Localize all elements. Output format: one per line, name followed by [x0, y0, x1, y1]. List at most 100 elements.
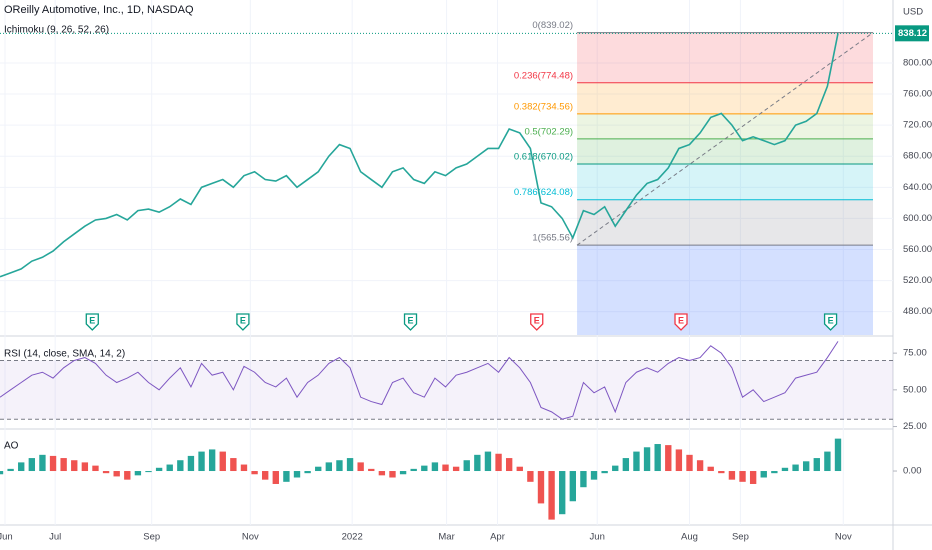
- ao-bar: [654, 444, 661, 472]
- ao-bar: [559, 471, 566, 515]
- fib-band: [577, 163, 874, 200]
- earnings-marker: [674, 313, 688, 331]
- ao-bar: [378, 471, 386, 476]
- ao-bar: [113, 471, 120, 477]
- x-tick-label: Nov: [835, 532, 852, 543]
- earnings-marker: [530, 313, 544, 331]
- ao-bar: [49, 455, 57, 472]
- earnings-marker: [236, 313, 250, 331]
- fib-label: 1(565.56): [532, 233, 573, 244]
- earnings-label: E: [828, 315, 834, 325]
- ao-bar: [145, 471, 152, 473]
- ao-bar: [824, 451, 831, 472]
- ao-bar: [39, 454, 46, 472]
- x-tick-label: Jul: [49, 532, 61, 543]
- ao-bar: [580, 471, 587, 488]
- ao-bar: [516, 466, 523, 472]
- x-tick-label: Jun: [590, 532, 605, 543]
- ao-bar: [760, 471, 767, 478]
- earnings-marker: [85, 313, 99, 331]
- ao-bar: [293, 471, 301, 478]
- x-tick-label: Nov: [242, 532, 259, 543]
- ao-bar: [802, 461, 810, 472]
- fib-label: 0.5(702.29): [524, 126, 573, 137]
- currency-label: USD: [903, 7, 923, 18]
- ao-bar: [749, 471, 757, 484]
- ao-bar: [463, 460, 470, 472]
- ao-bar: [718, 471, 725, 474]
- ao-bar: [304, 471, 311, 474]
- ao-bar: [124, 471, 131, 480]
- ao-bar: [792, 464, 799, 472]
- fib-label: 0.786(624.08): [514, 187, 573, 198]
- fib-band: [577, 245, 874, 335]
- ao-bar: [336, 460, 343, 472]
- ao-bar: [368, 468, 375, 472]
- ao-bar: [102, 471, 110, 474]
- ao-bar: [28, 458, 36, 472]
- ao-bar: [505, 458, 513, 472]
- ao-bar: [166, 464, 173, 472]
- y-tick-label: 800.00: [903, 57, 932, 68]
- ao-bar: [18, 462, 25, 472]
- ao-bar: [283, 471, 290, 482]
- rsi-tick-label: 50.00: [903, 384, 927, 395]
- ao-bar: [452, 466, 460, 472]
- ao-bar: [346, 458, 354, 472]
- ao-bar: [834, 438, 842, 472]
- y-tick-label: 680.00: [903, 151, 932, 162]
- x-tick-label: Jun: [0, 532, 13, 543]
- ao-bar: [622, 458, 630, 472]
- ao-bar: [696, 460, 704, 472]
- ao-bar: [410, 468, 417, 472]
- fib-band: [577, 138, 874, 164]
- y-tick-label: 560.00: [903, 244, 932, 255]
- ao-tick-label: 0.00: [903, 466, 922, 477]
- ao-bar: [686, 454, 693, 472]
- y-tick-label: 760.00: [903, 89, 932, 100]
- earnings-marker: [823, 313, 838, 331]
- ao-bar: [665, 445, 672, 472]
- ao-bar: [230, 458, 237, 472]
- ao-bar: [771, 471, 778, 474]
- ao-title: AO: [4, 441, 19, 452]
- ao-bar: [431, 462, 439, 472]
- ao-bar: [240, 464, 248, 472]
- ao-bar: [442, 464, 449, 472]
- x-tick-label: Sep: [143, 532, 160, 543]
- ao-bar: [728, 471, 736, 480]
- fib-label: 0.382(734.56): [514, 101, 573, 112]
- last-price-badge: [895, 25, 929, 42]
- y-tick-label: 600.00: [903, 213, 932, 224]
- ao-bar: [537, 471, 545, 504]
- ao-bar: [315, 466, 322, 472]
- ao-bar: [7, 468, 14, 472]
- ao-bar: [643, 447, 651, 472]
- earnings-label: E: [89, 315, 95, 325]
- ao-bar: [675, 449, 683, 472]
- ao-bar: [177, 460, 184, 472]
- ao-bar: [389, 471, 396, 478]
- x-tick-label: Aug: [681, 532, 698, 543]
- fib-trend: [576, 32, 874, 246]
- fib-band: [577, 32, 874, 83]
- x-tick-label: Sep: [732, 532, 749, 543]
- earnings-label: E: [678, 315, 684, 325]
- ao-bar: [612, 465, 619, 472]
- x-tick-label: Mar: [438, 532, 454, 543]
- ao-bar: [781, 467, 789, 472]
- ao-bar: [0, 471, 4, 475]
- y-tick-label: 520.00: [903, 275, 932, 286]
- rsi-tick-label: 25.00: [903, 421, 927, 432]
- fib-label: 0(839.02): [532, 20, 573, 31]
- chart-title: OReilly Automotive, Inc., 1D, NASDAQ: [4, 4, 194, 16]
- ao-bar: [495, 453, 502, 472]
- rsi-band: [0, 360, 893, 420]
- price-line: [0, 33, 839, 278]
- ao-bar: [71, 460, 78, 472]
- ao-bar: [272, 471, 279, 484]
- ao-bar: [251, 471, 258, 475]
